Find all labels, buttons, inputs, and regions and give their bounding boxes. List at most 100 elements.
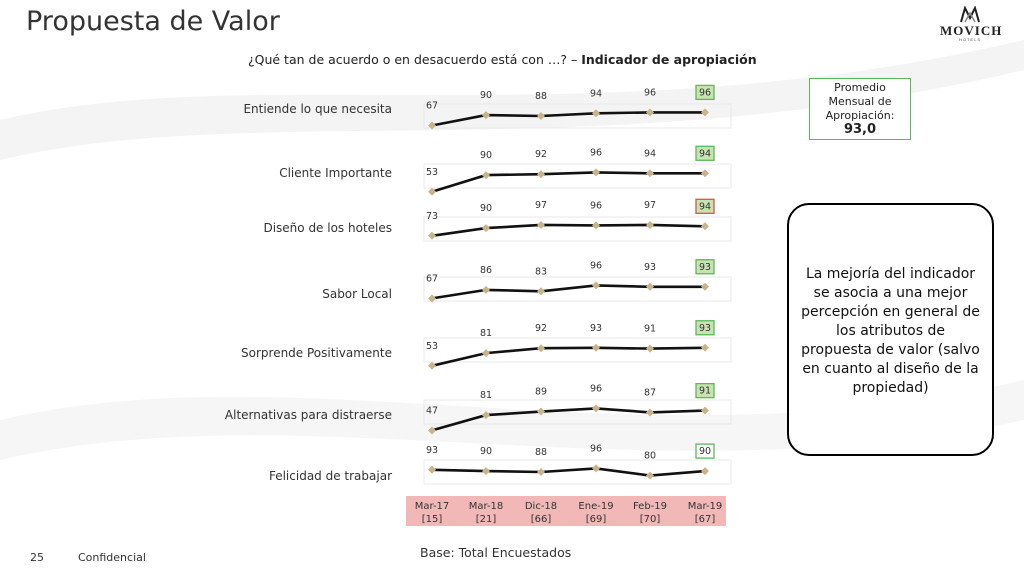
series-line	[431, 111, 705, 127]
data-label: 96	[590, 383, 602, 394]
confidential-label: Confidencial	[78, 551, 146, 564]
data-point	[537, 287, 545, 296]
data-label: 83	[535, 266, 547, 277]
row-label: Cliente Importante	[279, 166, 392, 180]
row-frame	[423, 459, 732, 485]
base-label: [15]	[422, 514, 443, 525]
data-point	[537, 112, 545, 120]
question-text: ¿Qué tan de acuerdo o en desacuerdo está…	[248, 52, 757, 67]
row-frame	[423, 216, 732, 242]
average-line3: Apropiación:	[825, 109, 895, 122]
logo-subtext: HOTELS	[958, 37, 981, 42]
data-label: 91	[644, 324, 656, 335]
average-line2: Mensual de	[828, 95, 892, 108]
data-point	[428, 465, 436, 474]
data-label: 86	[480, 265, 492, 276]
question-bold: Indicador de apropiación	[581, 52, 757, 67]
data-label: 93	[426, 445, 438, 456]
data-label: 92	[535, 323, 547, 334]
data-point	[482, 467, 490, 476]
movich-logo: MOVICH HOTELS	[940, 6, 1001, 46]
data-label: 94	[590, 88, 602, 99]
row-label: Alternativas para distraerse	[224, 408, 392, 422]
highlight-box	[695, 259, 715, 275]
data-point	[701, 108, 709, 117]
row-frame	[423, 103, 732, 129]
data-label: 97	[535, 200, 547, 211]
base-label: [66]	[531, 514, 552, 525]
data-label: 67	[426, 273, 438, 284]
data-label: 88	[535, 447, 547, 458]
data-point	[592, 343, 600, 352]
note-callout: La mejoría del indicador se asocia a una…	[787, 203, 994, 456]
x-tick-label: Mar-17	[415, 501, 450, 512]
data-point	[482, 349, 490, 358]
data-label: 94	[699, 148, 711, 159]
row-label: Sorprende Positivamente	[241, 346, 392, 360]
data-point	[482, 224, 490, 233]
series-line	[431, 171, 705, 194]
data-label: 67	[426, 100, 438, 111]
average-line1: Promedio	[834, 81, 886, 94]
data-label: 90	[699, 446, 711, 457]
data-label: 96	[590, 147, 602, 158]
data-point	[428, 187, 436, 196]
series-line	[431, 223, 706, 238]
data-label: 81	[480, 328, 492, 339]
series-line	[431, 467, 706, 477]
page-title: Propuesta de Valor	[26, 6, 280, 37]
data-label: 90	[480, 203, 492, 214]
data-label: 96	[644, 87, 656, 98]
data-point	[646, 282, 654, 291]
base-label: [69]	[586, 514, 607, 525]
axis-band	[406, 496, 726, 526]
data-point	[537, 468, 545, 476]
data-label: 96	[590, 443, 602, 454]
row-label: Sabor Local	[322, 287, 392, 301]
data-point	[537, 170, 545, 179]
data-point	[646, 408, 654, 417]
data-point	[428, 294, 436, 303]
data-point	[592, 404, 600, 413]
data-label: 73	[426, 211, 438, 222]
data-point	[537, 344, 545, 353]
data-label: 81	[480, 390, 492, 401]
series-line	[431, 284, 705, 300]
highlight-box	[695, 84, 715, 101]
data-point	[537, 220, 545, 229]
data-label: 80	[644, 451, 656, 462]
row-frame	[423, 399, 732, 425]
highlight-box	[695, 443, 715, 459]
data-point	[646, 169, 654, 178]
data-point	[592, 281, 600, 290]
base-label: [70]	[640, 514, 661, 525]
data-label: 92	[535, 149, 547, 160]
series-line	[431, 407, 706, 432]
data-point	[701, 406, 709, 415]
data-point	[537, 407, 545, 416]
base-label: [67]	[695, 514, 716, 525]
row-frame	[423, 276, 732, 302]
x-tick-label: Mar-19	[688, 501, 723, 512]
data-label: 87	[644, 387, 656, 398]
x-tick-label: Dic-18	[525, 501, 557, 512]
data-label: 91	[699, 386, 711, 397]
data-point	[646, 220, 654, 229]
data-point	[646, 471, 654, 480]
base-label: [21]	[476, 514, 497, 525]
data-label: 47	[426, 405, 438, 416]
data-label: 93	[699, 262, 711, 273]
base-text: Base: Total Encuestados	[420, 545, 572, 560]
data-label: 93	[699, 323, 711, 334]
row-label: Entiende lo que necesita	[243, 102, 392, 116]
average-value: 93,0	[843, 122, 877, 137]
data-label: 94	[699, 201, 711, 212]
highlight-box	[695, 145, 715, 161]
data-label: 88	[535, 91, 547, 102]
row-label: Diseño de los hoteles	[263, 221, 392, 235]
data-point	[482, 111, 490, 120]
data-label: 96	[590, 260, 602, 271]
page-number: 25	[30, 551, 44, 564]
